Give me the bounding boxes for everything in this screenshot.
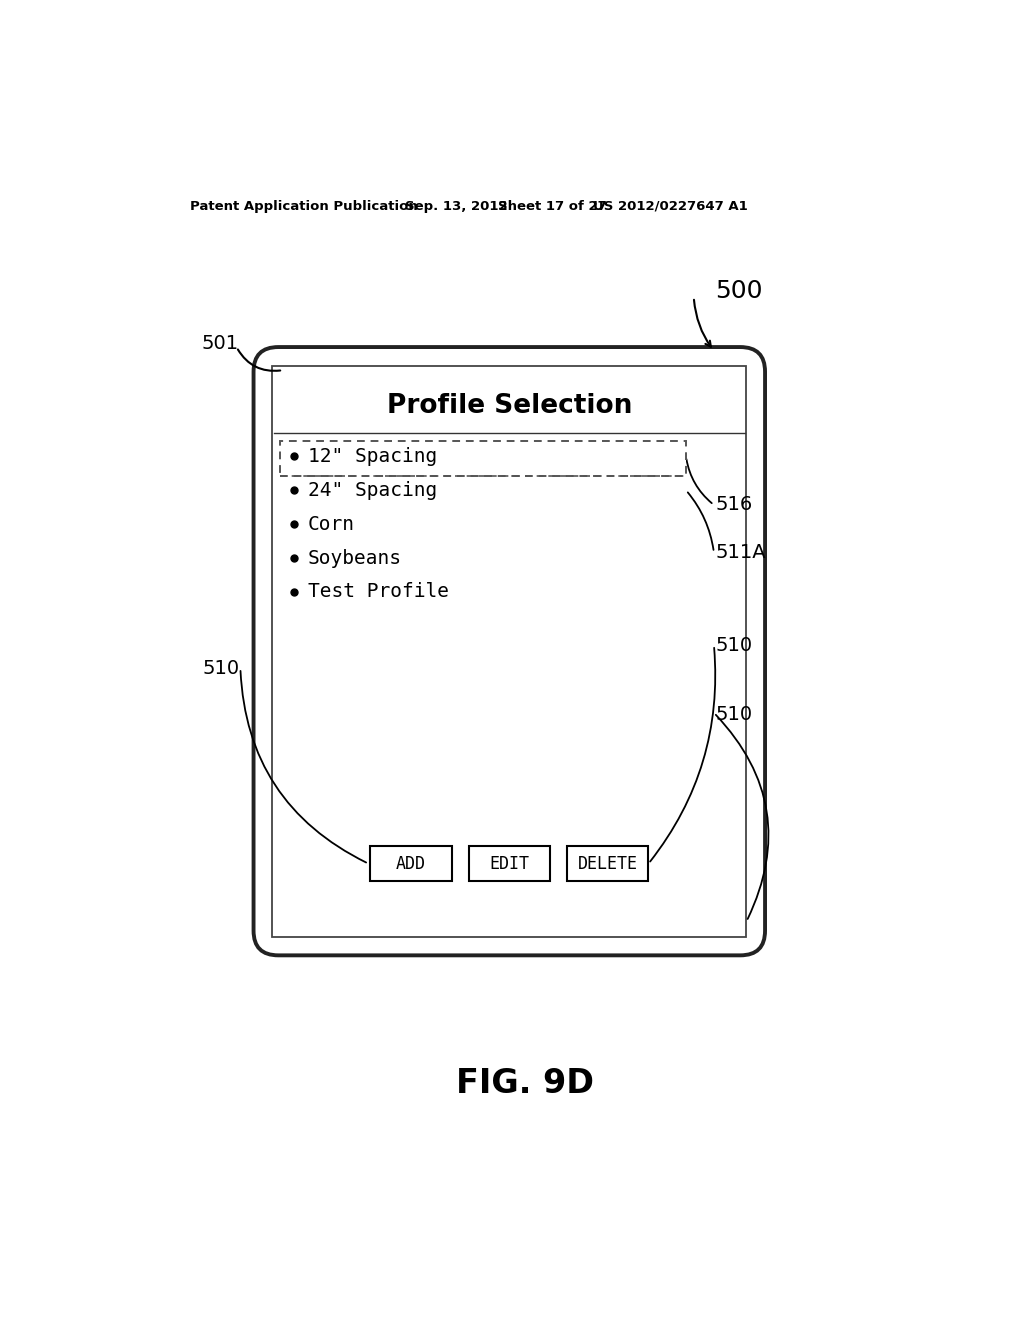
FancyBboxPatch shape [280,441,686,477]
Text: Corn: Corn [308,515,354,533]
Text: 12" Spacing: 12" Spacing [308,447,437,466]
Text: DELETE: DELETE [578,855,638,873]
Text: 510: 510 [203,659,240,677]
Text: 501: 501 [202,334,239,352]
FancyBboxPatch shape [272,366,746,937]
FancyBboxPatch shape [254,347,765,956]
Text: Patent Application Publication: Patent Application Publication [190,199,418,213]
FancyBboxPatch shape [371,846,452,882]
Text: FIG. 9D: FIG. 9D [456,1068,594,1101]
Text: 511A: 511A [716,543,766,562]
Text: Sep. 13, 2012: Sep. 13, 2012 [406,199,508,213]
Text: 510: 510 [716,635,753,655]
FancyBboxPatch shape [469,846,550,882]
Text: ADD: ADD [396,855,426,873]
Text: 510: 510 [716,705,753,723]
Text: Test Profile: Test Profile [308,582,449,602]
Text: 24" Spacing: 24" Spacing [308,480,437,500]
Text: 500: 500 [715,279,762,302]
FancyBboxPatch shape [567,846,648,882]
Text: Soybeans: Soybeans [308,549,401,568]
Text: Profile Selection: Profile Selection [387,392,632,418]
Text: EDIT: EDIT [489,855,529,873]
Text: Sheet 17 of 27: Sheet 17 of 27 [499,199,607,213]
Text: US 2012/0227647 A1: US 2012/0227647 A1 [593,199,748,213]
Text: 516: 516 [716,495,753,515]
